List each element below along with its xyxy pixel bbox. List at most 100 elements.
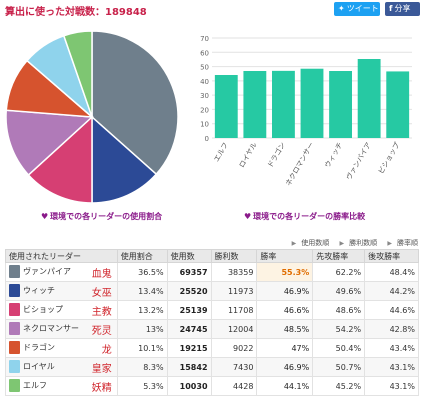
winrate-cell: 47% bbox=[256, 338, 314, 358]
triangle-right-icon: ▶ bbox=[339, 240, 345, 247]
x-tick-label: ネクロマンサー bbox=[284, 141, 315, 187]
leader-name: ビショップ bbox=[23, 304, 63, 314]
winrate-cell: 48.5% bbox=[256, 319, 314, 339]
share-cell: 36.5% bbox=[116, 262, 168, 282]
uses-cell: 15842 bbox=[166, 357, 212, 377]
winrate-cell: 46.9% bbox=[256, 357, 314, 377]
leader-name: ウィッチ bbox=[23, 285, 55, 295]
share-cell: 13.2% bbox=[116, 300, 168, 320]
leader-avatar bbox=[9, 321, 20, 335]
leader-cell: エルフ 妖精 bbox=[5, 376, 118, 396]
bar-4 bbox=[329, 71, 352, 138]
leader-cn-label: 死灵 bbox=[91, 325, 112, 337]
uses-cell: 19215 bbox=[166, 338, 212, 358]
sort-by-wins[interactable]: ▶ 勝利数順 bbox=[339, 239, 378, 247]
y-tick-label: 40 bbox=[200, 78, 209, 86]
sort-by-uses[interactable]: ▶ 使用数順 bbox=[291, 239, 330, 247]
share-cell: 5.3% bbox=[116, 376, 168, 396]
pie-slice-1 bbox=[91, 115, 158, 204]
y-tick-label: 50 bbox=[200, 64, 209, 72]
table-row: エルフ 妖精 5.3% 10030 4428 44.1% 45.2% 43.1% bbox=[5, 376, 419, 396]
pie-slice-3 bbox=[5, 109, 94, 177]
second-winrate-cell: 48.4% bbox=[364, 262, 419, 282]
x-tick-label: ウィッチ bbox=[323, 141, 344, 169]
leader-name: エルフ bbox=[23, 380, 47, 390]
leader-cell: ネクロマンサー 死灵 bbox=[5, 319, 118, 339]
leader-cn-label: 妖精 bbox=[91, 382, 112, 394]
pie-caption-text: 環境での各リーダーの使用割合 bbox=[50, 212, 163, 221]
second-winrate-cell: 43.1% bbox=[364, 376, 419, 396]
leader-name: ヴァンパイア bbox=[23, 266, 71, 276]
bar-caption-text: 環境での各リーダーの勝率比較 bbox=[253, 212, 366, 221]
leader-name: ネクロマンサー bbox=[23, 323, 79, 333]
share-cell: 13.4% bbox=[116, 281, 168, 301]
pie-slice-6 bbox=[62, 30, 93, 118]
pie-caption: ♥ 環境での各リーダーの使用割合 bbox=[41, 211, 162, 222]
col-wins: 勝利数 bbox=[210, 249, 258, 263]
leader-cn-label: 主教 bbox=[91, 306, 112, 318]
second-winrate-cell: 43.1% bbox=[364, 357, 419, 377]
winrate-cell: 55.3% bbox=[256, 262, 314, 282]
first-winrate-cell: 50.4% bbox=[312, 338, 366, 358]
x-tick-label: ロイヤル bbox=[238, 141, 259, 169]
tweet-button[interactable]: ✦ ツイート bbox=[334, 2, 380, 16]
bar-0 bbox=[214, 75, 238, 138]
table-row: ヴァンパイア 血鬼 36.5% 69357 38359 55.3% 62.2% 48.4% bbox=[5, 262, 419, 282]
winrate-cell: 46.9% bbox=[256, 281, 314, 301]
share-cell: 8.3% bbox=[116, 357, 168, 377]
share-cell: 13% bbox=[116, 319, 168, 339]
share-label: 分享 bbox=[394, 4, 411, 13]
leader-cell: ドラゴン 龙 bbox=[5, 338, 118, 358]
second-winrate-cell: 44.2% bbox=[364, 281, 419, 301]
table-header-row: 使用されたリーダー 使用割合 使用数 勝利数 勝率 先攻勝率 後攻勝率 bbox=[5, 249, 419, 263]
sort-by-winrate[interactable]: ▶ 勝率順 bbox=[387, 239, 418, 247]
pie-slice-2 bbox=[27, 115, 93, 204]
leader-avatar bbox=[9, 340, 20, 354]
leader-stats-table: 使用されたリーダー 使用割合 使用数 勝利数 勝率 先攻勝率 後攻勝率 ヴァンパ… bbox=[5, 249, 419, 396]
col-second-winrate: 後攻勝率 bbox=[364, 249, 419, 263]
share-cell: 10.1% bbox=[116, 338, 168, 358]
leader-cn-label: 女巫 bbox=[91, 287, 112, 299]
y-tick-label: 70 bbox=[200, 35, 209, 43]
x-tick-label: ビショップ bbox=[376, 141, 401, 176]
facebook-icon: f bbox=[389, 4, 393, 13]
map-pin-icon: ♥ bbox=[244, 212, 252, 221]
wins-cell: 11973 bbox=[210, 281, 258, 301]
col-winrate: 勝率 bbox=[256, 249, 314, 263]
y-tick-label: 30 bbox=[200, 92, 209, 100]
bar-caption: ♥ 環境での各リーダーの勝率比較 bbox=[244, 211, 365, 222]
second-winrate-cell: 43.4% bbox=[364, 338, 419, 358]
uses-cell: 69357 bbox=[166, 262, 212, 282]
second-winrate-cell: 44.6% bbox=[364, 300, 419, 320]
wins-cell: 12004 bbox=[210, 319, 258, 339]
first-winrate-cell: 62.2% bbox=[312, 262, 366, 282]
second-winrate-cell: 42.8% bbox=[364, 319, 419, 339]
wins-cell: 9022 bbox=[210, 338, 258, 358]
table-row: ロイヤル 皇家 8.3% 15842 7430 46.9% 50.7% 43.1% bbox=[5, 357, 419, 377]
leader-name: ロイヤル bbox=[23, 361, 55, 371]
x-tick-label: ドラゴン bbox=[265, 141, 287, 170]
wins-cell: 38359 bbox=[210, 262, 258, 282]
first-winrate-cell: 48.6% bbox=[312, 300, 366, 320]
leader-cell: ロイヤル 皇家 bbox=[5, 357, 118, 377]
share-button[interactable]: f 分享 bbox=[385, 2, 420, 16]
table-row: ネクロマンサー 死灵 13% 24745 12004 48.5% 54.2% 42.8% bbox=[5, 319, 419, 339]
usage-pie-chart bbox=[5, 30, 179, 204]
tweet-label: ツイート bbox=[346, 4, 379, 13]
y-tick-label: 0 bbox=[205, 135, 209, 143]
leader-cell: ヴァンパイア 血鬼 bbox=[5, 262, 118, 282]
uses-cell: 10030 bbox=[166, 376, 212, 396]
bar-5 bbox=[357, 59, 381, 138]
col-uses: 使用数 bbox=[166, 249, 212, 263]
bar-3 bbox=[300, 68, 324, 138]
leader-cn-label: 血鬼 bbox=[91, 268, 112, 280]
uses-cell: 25139 bbox=[166, 300, 212, 320]
y-tick-label: 20 bbox=[200, 106, 209, 114]
twitter-bird-icon: ✦ bbox=[338, 4, 345, 13]
leader-avatar bbox=[9, 378, 20, 392]
leader-avatar bbox=[9, 302, 20, 316]
leader-cell: ウィッチ 女巫 bbox=[5, 281, 118, 301]
first-winrate-cell: 50.7% bbox=[312, 357, 366, 377]
leader-avatar bbox=[9, 264, 20, 278]
bar-2 bbox=[272, 70, 295, 138]
